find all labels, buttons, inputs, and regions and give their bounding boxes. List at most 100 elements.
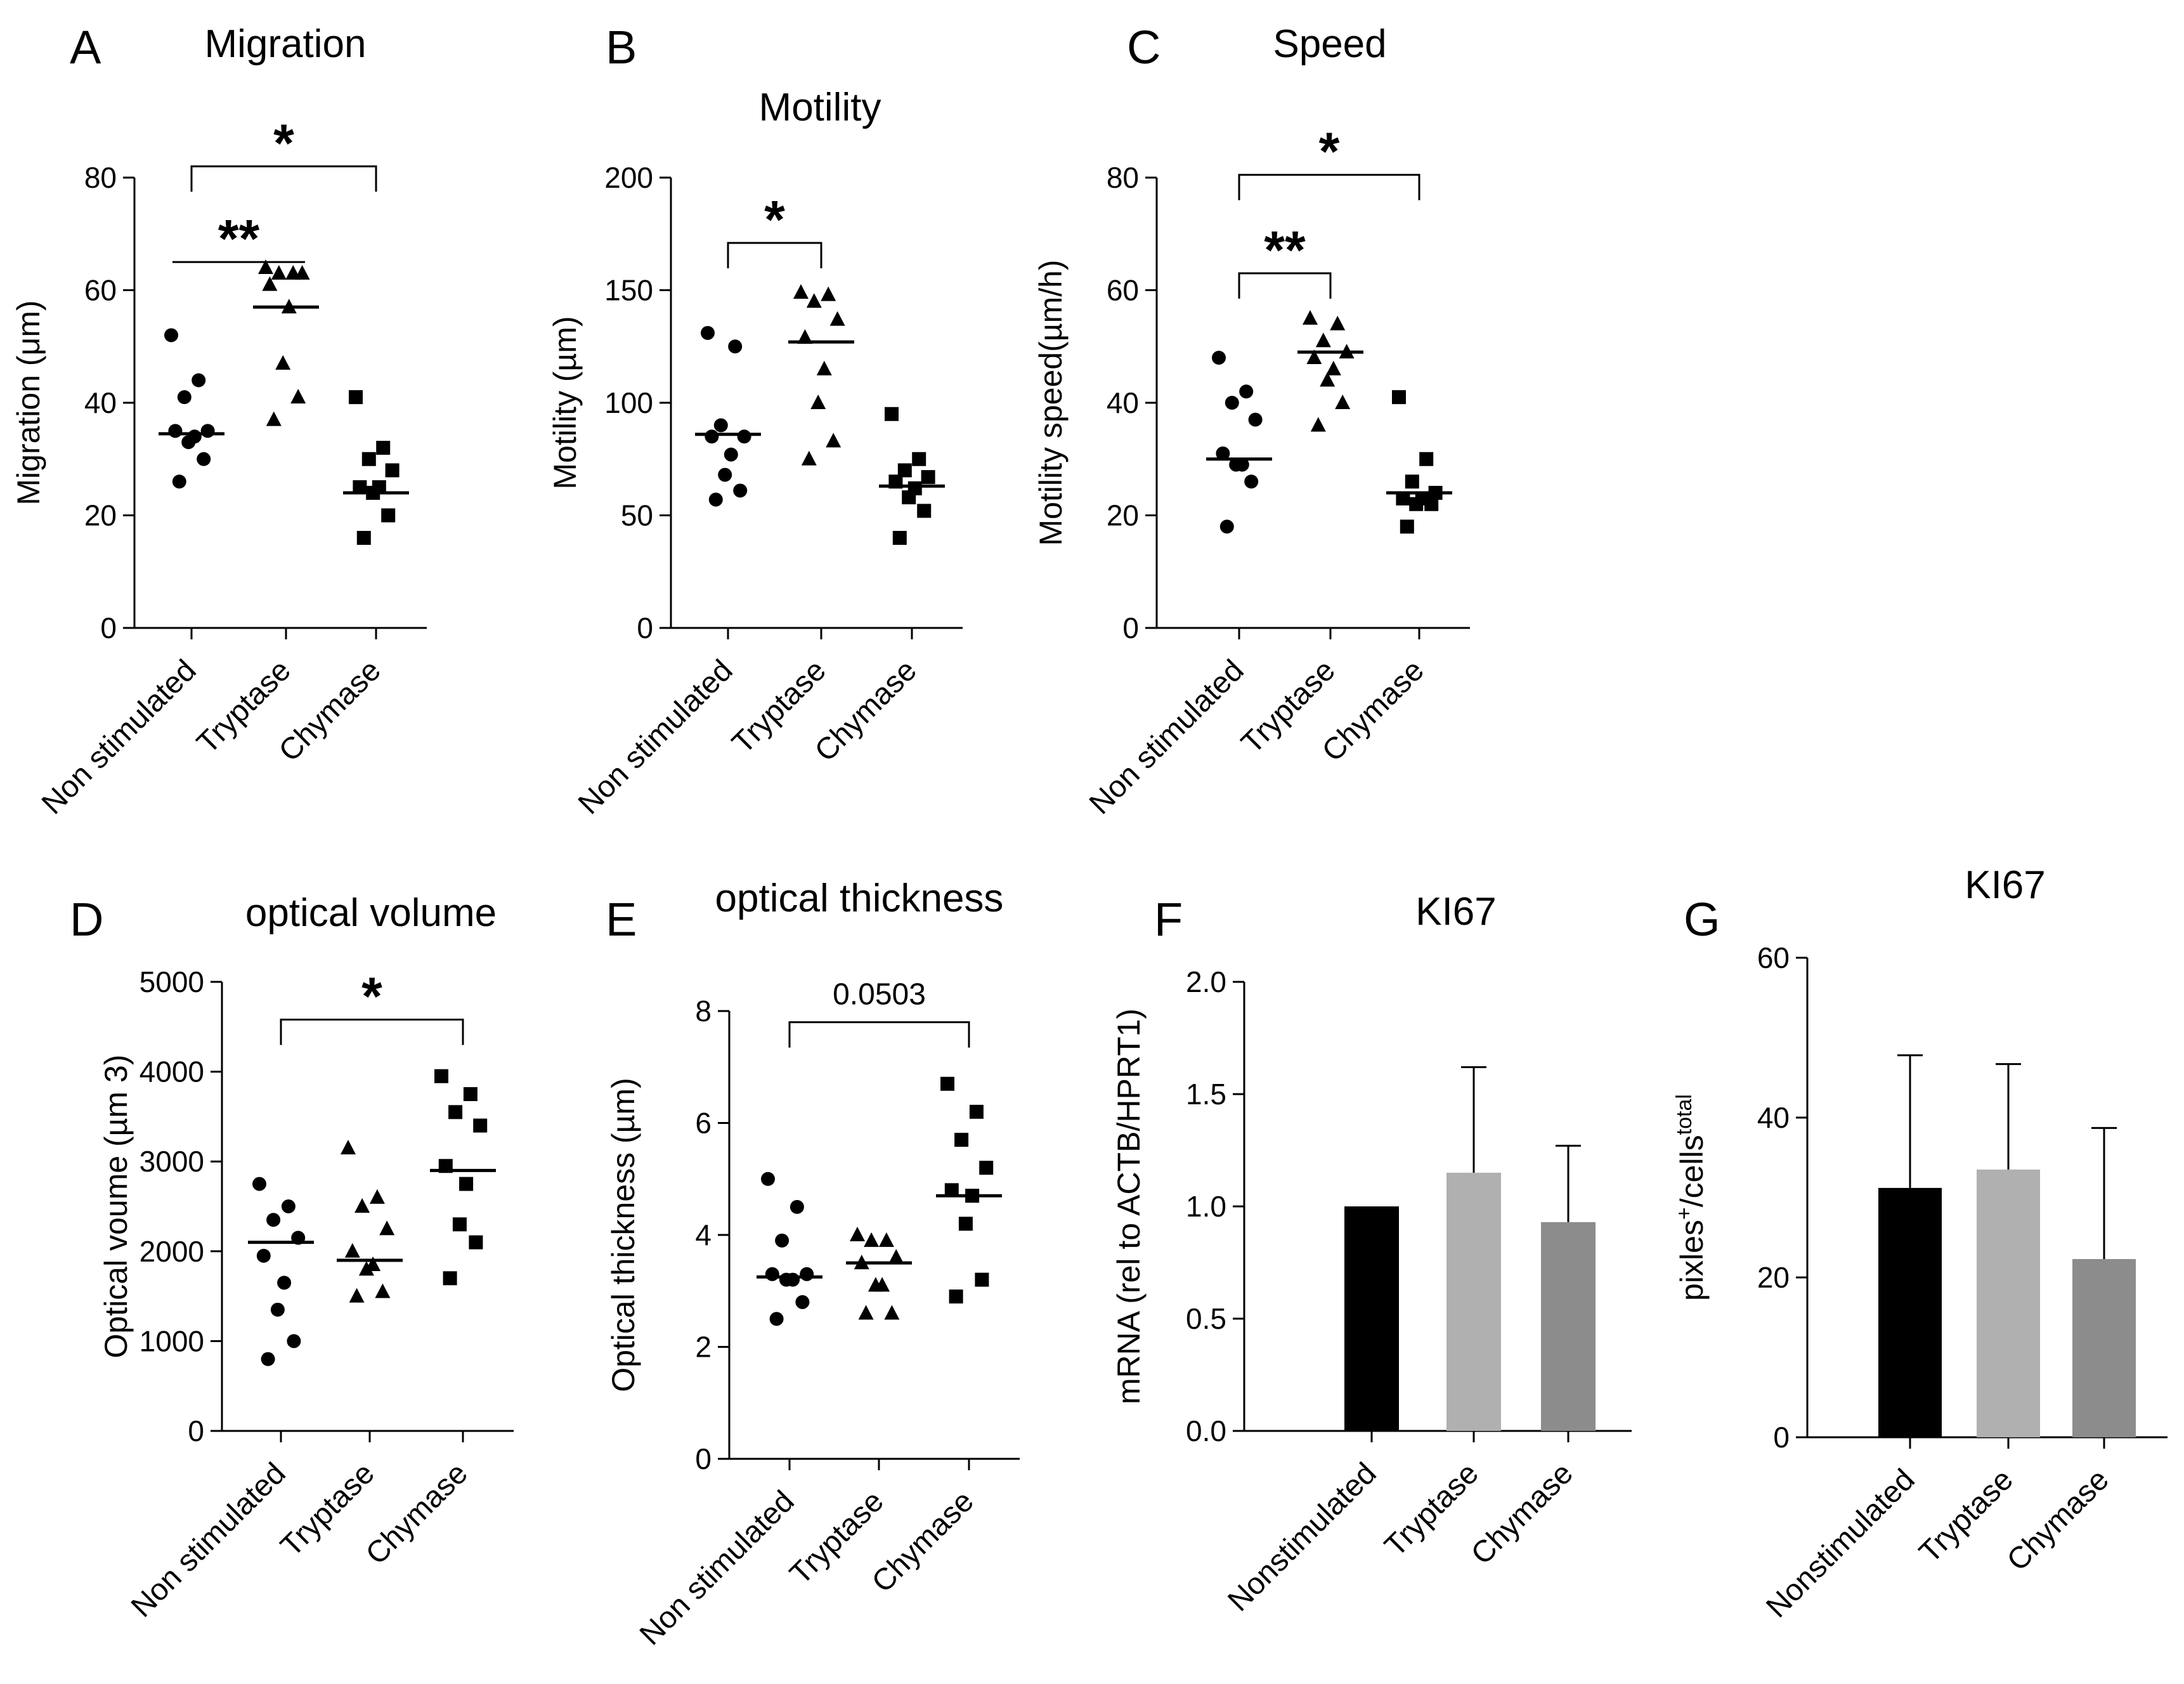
panel-1-group-2-point-1	[912, 452, 926, 466]
panel-3-group-2-point-1	[463, 1087, 478, 1101]
significance-bracket	[1238, 174, 1420, 200]
panel-2-group-2-point-6	[1409, 497, 1424, 511]
bar-2	[2072, 1259, 2136, 1437]
y-tick-label: 2.0	[1186, 965, 1226, 998]
panel-4-group-1-point-0	[850, 1227, 865, 1241]
panel-3-group-0-point-7	[287, 1334, 301, 1348]
panel-1-group-1-point-7	[826, 433, 842, 448]
panel-0-group-0-point-6	[181, 435, 196, 450]
y-tick-label: 2	[695, 1331, 712, 1364]
panel-0-group-0-point-4	[168, 424, 183, 438]
panel-1-group-2-point-8	[892, 531, 907, 545]
panel-title: optical thickness	[715, 877, 1004, 920]
panel-3-group-0-point-0	[252, 1177, 266, 1191]
panel-1-group-1-point-8	[801, 450, 817, 466]
panel-title: Migration	[205, 22, 367, 66]
panel-1-group-0-point-3	[737, 429, 751, 444]
panel-0-group-0-point-1	[192, 373, 206, 388]
y-tick-label: 40	[84, 386, 117, 419]
panel-3-group-1-point-3	[379, 1220, 395, 1236]
panel-1-group-1-point-2	[806, 293, 822, 308]
y-tick-label: 6	[695, 1107, 712, 1140]
panel-1-group-1-point-6	[810, 395, 826, 409]
panel-2-group-0-point-7	[1244, 474, 1259, 489]
panel-2-group-1-point-0	[1303, 310, 1318, 325]
panel-0-group-2-point-3	[385, 463, 400, 478]
significance-label: *	[273, 113, 294, 173]
panel-letter: F	[1154, 893, 1183, 946]
y-axis-label: Optical voume (µm 3)	[98, 1055, 134, 1359]
y-tick-label: 2000	[140, 1235, 204, 1268]
panel-2-group-2-point-0	[1392, 390, 1406, 405]
panel-1-group-0-point-8	[708, 492, 723, 507]
panel-2-group-1-point-8	[1310, 417, 1326, 432]
panel-0-group-1-point-8	[266, 411, 282, 426]
panel-2-group-1-point-6	[1320, 372, 1336, 387]
panel-title: optical volume	[245, 891, 497, 935]
panel-0-group-1-point-2	[271, 264, 287, 280]
y-tick-label: 0	[1122, 611, 1139, 644]
y-tick-label: 0	[1773, 1421, 1790, 1454]
panel-4-group-0-point-8	[769, 1312, 784, 1326]
panel-1-group-0-point-1	[728, 339, 743, 354]
panel-2-group-2-point-8	[1400, 519, 1414, 534]
panel-0-group-0-point-7	[197, 452, 211, 466]
y-tick-label: 8	[695, 995, 712, 1028]
panel-2-group-1-point-1	[1330, 315, 1346, 330]
panel-3-group-1-point-1	[369, 1189, 385, 1204]
significance-bracket	[1238, 272, 1332, 299]
y-tick-label: 4000	[140, 1055, 204, 1088]
y-tick-label: 4	[695, 1218, 712, 1251]
significance-bracket	[788, 1021, 970, 1048]
significance-bracket	[280, 1018, 464, 1045]
panel-2-group-0-point-3	[1248, 412, 1263, 427]
panel-0-group-2-point-8	[356, 531, 371, 545]
y-axis-label: pixles+/cellstotal	[1672, 1094, 1710, 1301]
panel-2-group-2-point-4	[1396, 491, 1410, 506]
y-axis-label: Motility (µm)	[547, 316, 583, 489]
panel-1-group-2-point-7	[917, 504, 932, 518]
y-tick-label: 20	[84, 499, 117, 532]
panel-3-group-1-point-0	[341, 1139, 356, 1154]
bar-2	[1541, 1222, 1596, 1431]
panel-4-group-2-point-3	[979, 1161, 994, 1175]
significance-label: *	[361, 966, 382, 1026]
panel-1-group-1-point-3	[829, 311, 845, 326]
panel-0-group-1-point-7	[290, 389, 306, 404]
panel-1-group-1-point-5	[816, 360, 832, 375]
panel-3-group-2-point-3	[473, 1118, 488, 1133]
panel-2-group-2-point-7	[1424, 497, 1439, 511]
panel-3-group-0-point-2	[266, 1213, 281, 1227]
y-tick-label: 1.0	[1186, 1190, 1226, 1223]
panel-4-group-1-point-8	[858, 1305, 874, 1320]
panel-title: KI67	[1965, 863, 2046, 907]
panel-4-group-2-point-1	[969, 1104, 984, 1119]
panel-4-group-1-point-3	[888, 1249, 904, 1264]
panel-3-group-2-point-2	[448, 1105, 463, 1119]
panel-4-group-0-point-0	[761, 1172, 775, 1186]
panel-1-group-2-point-3	[921, 470, 935, 485]
significance-label: **	[1264, 220, 1306, 280]
panel-4-group-2-point-2	[954, 1132, 969, 1147]
panel-0-group-1-point-3	[294, 264, 310, 280]
y-tick-label: 0	[637, 611, 653, 644]
y-axis-label: Migration (μm)	[11, 300, 46, 505]
panel-0-group-1-point-6	[275, 355, 291, 370]
panel-1-group-1-point-0	[793, 284, 809, 299]
significance-label: *	[1319, 122, 1340, 181]
y-tick-label: 150	[604, 274, 653, 307]
panel-0-group-2-point-2	[361, 452, 376, 466]
y-axis-label: mRNA (rel to ACTB/HPRT1)	[1111, 1008, 1147, 1404]
y-tick-label: 0.0	[1186, 1414, 1226, 1447]
panel-4-group-0-point-6	[779, 1272, 793, 1287]
y-axis-label: Motility speed(µm/h)	[1033, 259, 1069, 545]
y-tick-label: 40	[1107, 386, 1139, 419]
panel-4-group-0-point-2	[775, 1233, 790, 1248]
significance-bracket	[190, 165, 377, 192]
y-tick-label: 1000	[140, 1324, 204, 1357]
panel-1-group-1-point-1	[821, 286, 836, 301]
panel-2-group-1-point-5	[1325, 360, 1341, 375]
y-tick-label: 50	[621, 499, 653, 532]
